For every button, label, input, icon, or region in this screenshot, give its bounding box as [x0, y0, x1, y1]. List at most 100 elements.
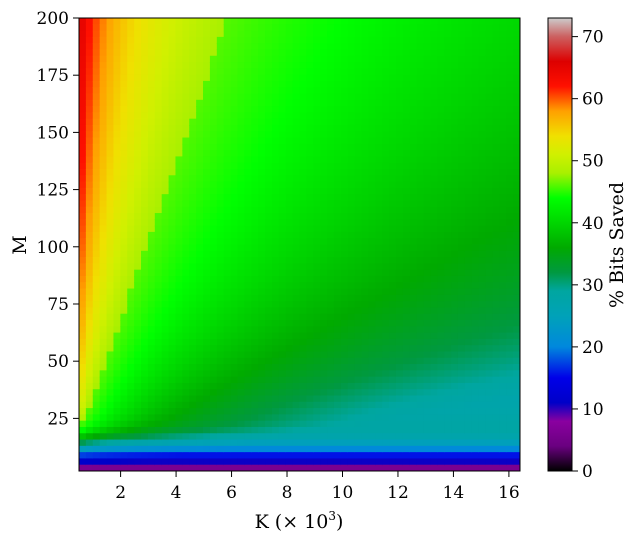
heat-cell [513, 74, 520, 82]
heat-cell [306, 250, 314, 258]
heat-cell [375, 433, 383, 441]
heat-cell [278, 143, 287, 151]
heat-cell [251, 131, 259, 139]
heat-cell [258, 288, 266, 296]
heat-cell [299, 294, 308, 302]
heat-cell [134, 326, 142, 334]
heat-cell [464, 187, 473, 195]
heat-cell [92, 206, 101, 214]
heat-cell [506, 30, 514, 38]
heat-cell [444, 439, 452, 447]
heat-cell [382, 307, 390, 315]
heat-cell [251, 156, 259, 164]
heat-cell [506, 169, 514, 176]
heat-cell [223, 55, 232, 63]
heat-cell [320, 244, 328, 252]
heat-cell [106, 181, 115, 189]
heat-cell [134, 263, 142, 271]
heat-cell [203, 118, 211, 126]
heat-cell [237, 106, 246, 114]
heat-cell [120, 257, 128, 265]
heat-cell [175, 231, 184, 239]
colorbar-tick-label: 20 [582, 338, 604, 358]
heat-cell [492, 150, 501, 158]
heat-cell [120, 458, 128, 466]
heat-cell [285, 250, 294, 258]
heat-cell [175, 288, 184, 296]
heat-cell [457, 194, 466, 202]
heat-cell [409, 408, 418, 416]
heat-cell [141, 338, 149, 346]
heat-cell [382, 225, 390, 233]
heat-cell [85, 332, 94, 340]
heat-cell [79, 288, 87, 296]
heat-cell [513, 458, 520, 466]
heat-cell [478, 225, 487, 233]
heat-cell [168, 238, 177, 246]
heat-cell [258, 49, 266, 57]
heat-cell [409, 357, 418, 365]
heat-cell [203, 395, 211, 403]
heat-cell [106, 351, 115, 359]
heat-cell [216, 150, 225, 158]
heat-cell [127, 445, 135, 453]
heat-cell [271, 24, 280, 32]
heat-cell [230, 364, 239, 372]
heat-cell [175, 80, 184, 88]
heat-cell [451, 257, 459, 265]
heat-cell [313, 250, 321, 258]
heat-cell [182, 238, 190, 246]
heat-cell [340, 464, 349, 471]
heat-cell [292, 124, 301, 132]
heat-cell [368, 93, 376, 101]
heat-cell [168, 257, 177, 265]
heat-cell [444, 452, 452, 460]
heat-cell [492, 93, 501, 101]
heat-cell [127, 131, 135, 139]
heat-cell [382, 426, 390, 434]
heat-cell [216, 452, 225, 460]
heat-cell [327, 370, 335, 378]
heat-cell [147, 99, 156, 107]
heat-cell [168, 282, 177, 290]
heat-cell [106, 137, 115, 145]
heat-cell [85, 389, 94, 397]
heat-cell [230, 357, 239, 365]
heat-cell [485, 395, 494, 403]
heat-cell [513, 93, 520, 101]
heat-cell [113, 282, 122, 290]
heat-cell [113, 206, 122, 214]
heat-cell [278, 332, 287, 340]
heat-cell [230, 452, 239, 460]
heat-cell [313, 106, 321, 114]
heat-cell [189, 181, 197, 189]
heat-cell [499, 357, 507, 365]
heat-cell [347, 257, 356, 265]
heat-cell [237, 55, 246, 63]
heat-cell [430, 320, 439, 327]
heat-cell [416, 351, 425, 359]
heat-cell [106, 131, 115, 139]
heat-cell [244, 294, 252, 302]
heat-cell [92, 124, 101, 132]
heat-cell [464, 24, 473, 32]
heat-cell [506, 288, 514, 296]
heat-cell [203, 18, 211, 25]
heat-cell [285, 106, 294, 114]
heat-cell [230, 244, 239, 252]
heat-cell [457, 175, 466, 183]
heat-cell [292, 194, 301, 202]
heat-cell [134, 55, 142, 63]
heat-cell [85, 18, 94, 25]
heat-cell [161, 288, 170, 296]
heat-cell [368, 194, 376, 202]
heat-cell [271, 382, 280, 390]
heat-cell [513, 395, 520, 403]
heat-cell [457, 426, 466, 434]
heat-cell [389, 118, 397, 126]
heat-cell [258, 74, 266, 82]
heat-cell [368, 408, 376, 416]
heat-cell [457, 68, 466, 76]
heat-cell [506, 439, 514, 447]
heat-cell [423, 49, 432, 57]
